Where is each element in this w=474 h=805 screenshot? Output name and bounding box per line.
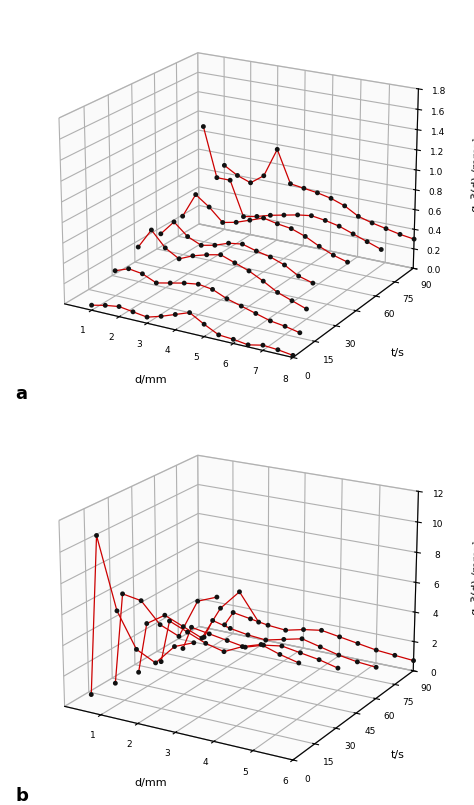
Y-axis label: t/s: t/s — [391, 348, 404, 357]
X-axis label: d/mm: d/mm — [134, 375, 167, 385]
Y-axis label: t/s: t/s — [391, 750, 404, 760]
Text: b: b — [16, 787, 28, 805]
Text: a: a — [16, 385, 27, 402]
X-axis label: d/mm: d/mm — [134, 778, 167, 787]
